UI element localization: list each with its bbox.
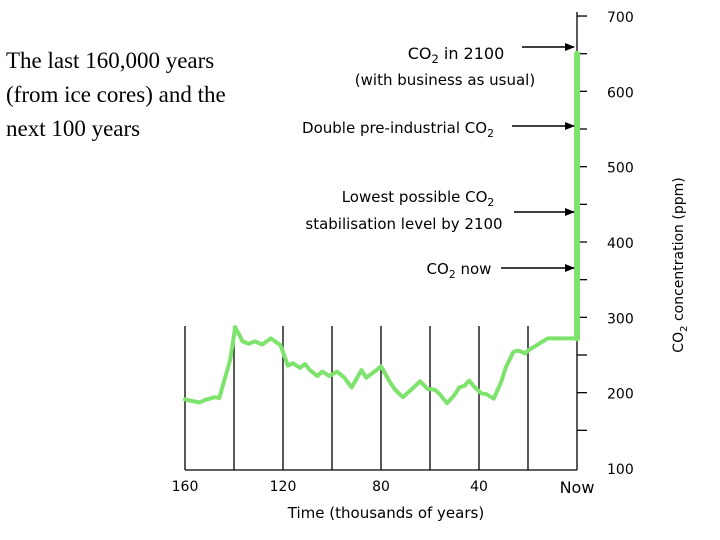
y-axis-label: CO2 concentration (ppm) — [671, 177, 690, 352]
annotation-lowest-possible: Lowest possible CO2 — [342, 188, 495, 209]
y-tick-label: 300 — [607, 311, 634, 327]
annotation-double-preindustrial: Double pre-industrial CO2 — [302, 119, 494, 140]
annotation-business-as-usual: (with business as usual) — [355, 71, 535, 89]
title-line-3: next 100 years — [6, 116, 141, 141]
co2-series-line — [183, 325, 577, 406]
annotation-stabilisation: stabilisation level by 2100 — [305, 215, 502, 233]
annotations: CO2 in 2100 (with business as usual) Doubl… — [302, 43, 575, 281]
y-tick-label: 400 — [607, 236, 634, 252]
x-tick-label: 120 — [270, 479, 297, 495]
annotation-co2-2100: CO2 in 2100 — [408, 44, 505, 66]
x-tick-label: 160 — [172, 479, 199, 495]
y-axis-label-group: CO2 concentration (ppm) — [671, 177, 690, 352]
slide-title: The last 160,000 years (from ice cores) … — [6, 44, 286, 146]
y-tick-label: 700 — [607, 10, 634, 26]
y-tick-label: 500 — [607, 161, 634, 177]
annotation-co2-now: CO2 now — [427, 260, 492, 281]
plot-area — [183, 50, 580, 406]
x-axis-label: Time (thousands of years) — [287, 504, 484, 522]
y-tick-label: 100 — [607, 462, 634, 478]
title-line-1: The last 160,000 years — [6, 48, 215, 73]
chart-axes: 100 200 300 400 500 600 700 160 120 80 40 Now Time (… — [172, 10, 690, 522]
y-tick-label: 600 — [607, 85, 634, 101]
x-tick-label: 80 — [372, 479, 390, 495]
x-tick-label: 40 — [470, 479, 488, 495]
title-line-2: (from ice cores) and the — [6, 82, 226, 107]
x-tick-label: Now — [560, 478, 595, 497]
y-tick-label: 200 — [607, 387, 634, 403]
